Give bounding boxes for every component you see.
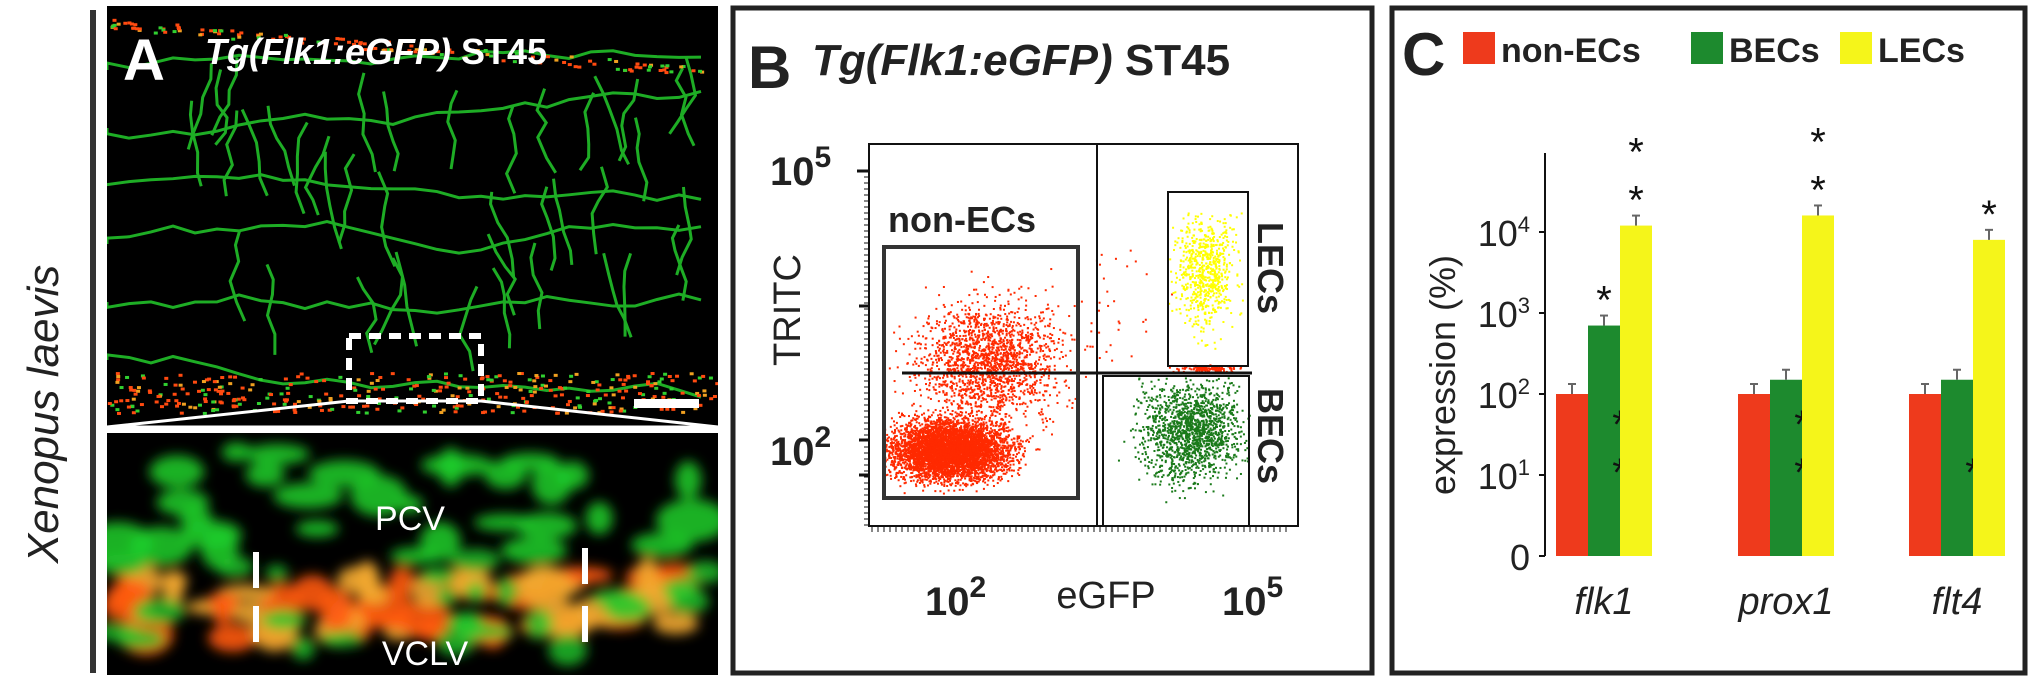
y-axis-label: expression (%) [1422, 255, 1463, 495]
x-axis-label: eGFP [1056, 575, 1155, 617]
y-tick-label: 0 [1510, 537, 1530, 578]
significance-asterisk: * [1596, 279, 1612, 323]
legend-label: LECs [1878, 32, 1965, 70]
y-axis-label: TRITC [767, 254, 809, 366]
panel-c-letter: C [1402, 21, 1445, 88]
category-label-flt4: flt4 [1932, 581, 1983, 623]
panel-c-frame [1392, 8, 2025, 673]
gate-label-becs: BECs [1250, 388, 1291, 484]
significance-asterisk: * [1628, 131, 1644, 175]
category-label-prox1: prox1 [1737, 581, 1833, 623]
legend-label: non-ECs [1501, 32, 1641, 70]
legend-swatch [1691, 32, 1723, 64]
significance-asterisk: * [1810, 120, 1826, 164]
bar-flt4-lecs [1973, 240, 2005, 556]
category-label-flk1: flk1 [1574, 581, 1633, 623]
gate-label-non-ecs: non-ECs [888, 199, 1036, 240]
significance-asterisk: * [1981, 193, 1997, 237]
bar-flt4-non-ecs [1909, 394, 1941, 556]
panel-a-title: Tg(Flk1:eGFP) ST45 [205, 31, 547, 72]
significance-asterisk: * [1628, 179, 1644, 223]
bar-flk1-non-ecs [1556, 394, 1588, 556]
significance-asterisk: * [1810, 168, 1826, 212]
gate-label-lecs: LECs [1250, 222, 1291, 314]
bar-prox1-lecs [1802, 215, 1834, 556]
panel-b: B Tg(Flk1:eGFP) ST45 non-ECs LECs BECs 1… [733, 8, 1372, 673]
panel-b-title: Tg(Flk1:eGFP) ST45 [812, 36, 1230, 85]
legend-swatch [1840, 32, 1872, 64]
vclv-label: VCLV [382, 635, 469, 673]
legend-swatch [1463, 32, 1495, 64]
bar-flk1-lecs [1620, 226, 1652, 556]
bar-prox1-non-ecs [1738, 394, 1770, 556]
pcv-label: PCV [375, 500, 445, 538]
side-divider [90, 10, 96, 673]
panel-b-letter: B [748, 34, 791, 101]
legend-label: BECs [1729, 32, 1820, 70]
scale-bar [634, 399, 699, 408]
species-label: Xenopus laevis [19, 265, 68, 564]
panel-a-letter: A [123, 28, 165, 93]
panel-a: A Tg(Flk1:eGFP) ST45 PCV VCLV [82, 6, 728, 675]
